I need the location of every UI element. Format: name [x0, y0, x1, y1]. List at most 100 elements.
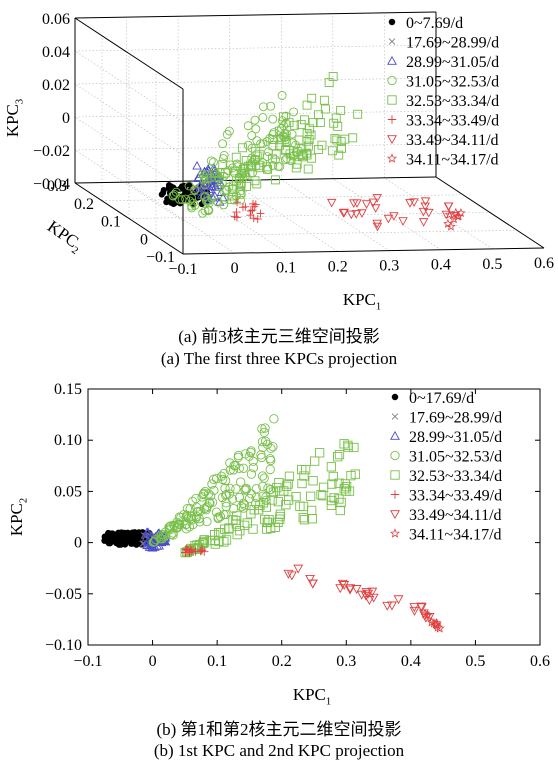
point-3: [188, 519, 198, 530]
y-axis-label-a: KPC2: [42, 217, 86, 257]
point-6: [293, 564, 304, 574]
point-3: [181, 519, 191, 530]
x-tick-label-b: 0.2: [272, 653, 292, 670]
point-4: [298, 513, 308, 523]
point-4: [230, 515, 241, 526]
point-0: [170, 184, 177, 191]
x-axis-a: [182, 247, 545, 255]
z-tick-label-a: 0.02: [42, 77, 70, 94]
point-0: [109, 530, 116, 537]
x-tick-label-a: 0.1: [276, 259, 296, 276]
point-4: [329, 118, 339, 128]
point-5: [191, 547, 200, 556]
point-3: [266, 101, 276, 111]
point-3: [177, 195, 187, 205]
point-4: [283, 495, 294, 505]
point-4: [248, 524, 258, 534]
point-3: [203, 196, 213, 206]
point-4: [303, 141, 313, 151]
point-3: [281, 111, 291, 121]
legend-label-a: 31.05~32.53/d: [406, 74, 499, 91]
point-4: [214, 536, 224, 546]
point-3: [221, 490, 231, 500]
y-tick-label-a: 0.2: [74, 196, 94, 213]
point-4: [303, 164, 313, 174]
point-4: [327, 495, 337, 506]
z-tick-label-a: 0: [62, 110, 70, 127]
point-4: [242, 181, 251, 191]
point-4: [299, 115, 309, 125]
point-3: [248, 456, 258, 466]
z-tick-label-a: −0.04: [33, 176, 70, 193]
point-4: [232, 529, 242, 540]
point-4: [307, 505, 317, 516]
point-5: [232, 208, 241, 217]
point-3: [247, 131, 257, 141]
point-6: [363, 589, 374, 599]
point-7: [431, 617, 442, 628]
legend-marker-b: [391, 393, 399, 401]
point-3: [271, 155, 280, 165]
point-4: [329, 493, 339, 503]
point-2: [206, 181, 217, 191]
point-4: [260, 514, 270, 525]
grid-line-a: [128, 212, 491, 219]
point-0: [114, 539, 121, 547]
point-3: [250, 115, 260, 125]
point-4: [252, 151, 262, 161]
point-2: [205, 184, 216, 194]
point-4: [235, 174, 244, 184]
point-4: [327, 479, 337, 489]
point-0: [198, 200, 205, 208]
point-3: [219, 150, 229, 160]
legend-label-a: 17.69~28.99/d: [406, 35, 499, 52]
point-2: [200, 181, 211, 190]
point-4: [286, 154, 296, 164]
point-6: [368, 593, 379, 603]
y-tick-label-b: 0.15: [54, 381, 82, 398]
point-4: [210, 167, 220, 177]
point-3: [259, 473, 269, 483]
x-tick-label-a: −0.1: [168, 261, 197, 278]
point-6: [345, 585, 356, 595]
point-5: [230, 212, 239, 221]
x-tick-label-b: 0.4: [401, 653, 421, 670]
point-3: [265, 485, 275, 495]
box-edge-a: [74, 11, 437, 19]
point-6: [420, 197, 431, 207]
point-3: [208, 474, 219, 484]
x-tick-label-b: 0.3: [336, 653, 356, 670]
point-3: [200, 486, 210, 497]
point-3: [218, 139, 228, 149]
point-4: [298, 501, 309, 512]
point-3: [179, 509, 189, 520]
grid-line-a: [155, 229, 518, 237]
legend-a: 0~7.69/d 17.69~28.99/d 28.99~31.05/d 31.05~…: [387, 15, 499, 169]
point-3: [227, 163, 237, 173]
point-4: [299, 515, 310, 525]
point-3: [269, 128, 279, 138]
point-4: [340, 479, 350, 489]
point-0: [186, 181, 193, 188]
point-4: [334, 449, 345, 460]
point-2: [192, 160, 202, 170]
point-4: [236, 188, 246, 198]
legend-label-a: 34.11~34.17/d: [406, 152, 499, 169]
point-6: [286, 571, 297, 581]
z-tick-label-a: 0.06: [42, 11, 70, 28]
point-3: [219, 468, 229, 479]
point-4: [273, 496, 283, 507]
legend-marker-b: [390, 430, 400, 440]
point-3: [287, 129, 297, 139]
x-tick-label-a: 0.5: [482, 256, 502, 273]
point-4: [337, 143, 346, 153]
point-5: [246, 207, 255, 216]
point-3: [206, 156, 216, 166]
point-4: [350, 469, 361, 479]
point-3: [256, 450, 266, 460]
point-3: [186, 511, 196, 521]
point-4: [227, 195, 237, 204]
point-6: [423, 208, 434, 218]
point-4: [330, 134, 340, 143]
point-3: [200, 180, 210, 190]
